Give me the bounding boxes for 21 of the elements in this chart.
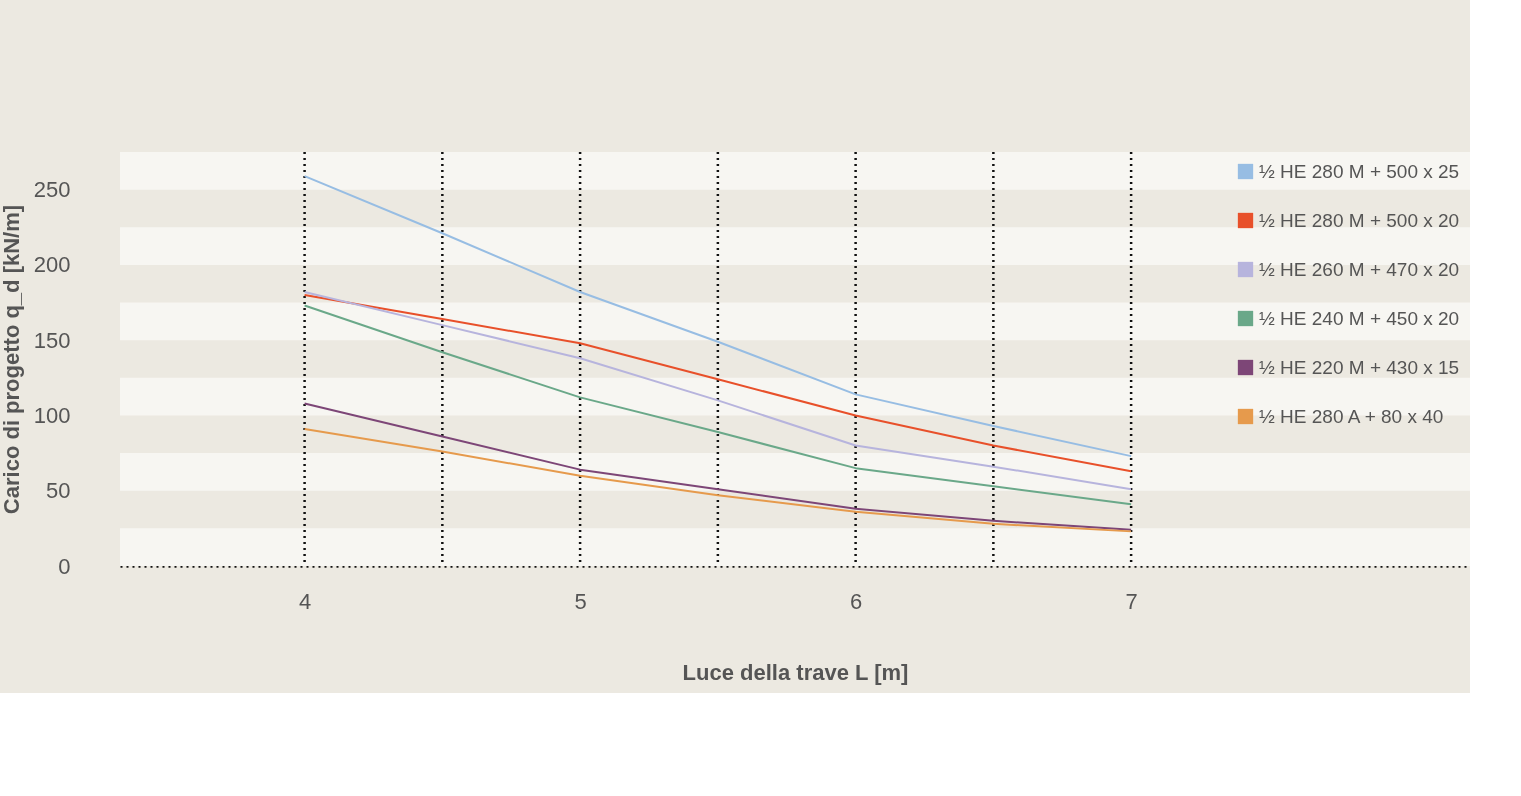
x-axis-title: Luce della trave L [m] xyxy=(682,659,909,685)
x-tick-label: 6 xyxy=(849,588,863,614)
y-tick-label: 150 xyxy=(33,327,71,353)
y-tick-label: 50 xyxy=(46,478,71,504)
y-tick-label: 250 xyxy=(33,177,71,203)
line-series xyxy=(303,428,1133,533)
x-tick-label: 5 xyxy=(574,588,587,614)
y-tick-label: 0 xyxy=(58,553,71,579)
legend-label: ½ HE 280 A + 80 x 40 xyxy=(1259,405,1444,427)
y-tick-label: 200 xyxy=(33,252,71,278)
y-tick-label: 100 xyxy=(33,402,71,428)
line-series xyxy=(303,175,1133,458)
legend-label: ½ HE 220 M + 430 x 15 xyxy=(1259,356,1460,378)
legend-label: ½ HE 280 M + 500 x 25 xyxy=(1259,160,1460,182)
x-tick-label: 7 xyxy=(1125,588,1138,614)
line-series xyxy=(303,402,1133,531)
legend-label: ½ HE 240 M + 450 x 20 xyxy=(1259,307,1460,329)
legend-label: ½ HE 280 M + 500 x 20 xyxy=(1259,209,1460,231)
x-tick-label: 4 xyxy=(298,588,312,614)
legend-label: ½ HE 260 M + 470 x 20 xyxy=(1259,258,1460,280)
y-axis-title: Carico di progetto q_d [kN/m] xyxy=(0,204,24,515)
